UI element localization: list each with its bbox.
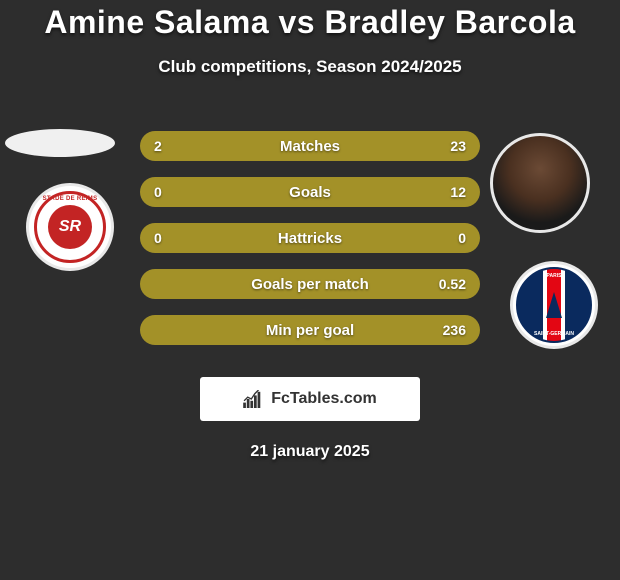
stat-label: Min per goal xyxy=(140,322,480,339)
stat-right-value: 0.52 xyxy=(439,276,466,292)
chart-bars-icon xyxy=(243,390,265,408)
stat-label: Matches xyxy=(140,138,480,155)
stat-label: Hattricks xyxy=(140,230,480,247)
stat-row: 2Matches23 xyxy=(140,131,480,161)
stat-row: 0Goals12 xyxy=(140,177,480,207)
stat-right-value: 0 xyxy=(458,230,466,246)
stat-row: Goals per match0.52 xyxy=(140,269,480,299)
date-label: 21 january 2025 xyxy=(0,443,620,461)
reims-badge-text: STADE DE REIMS xyxy=(43,196,98,202)
stat-right-value: 12 xyxy=(450,184,466,200)
brand-box: FcTables.com xyxy=(200,377,420,421)
left-club-badge: STADE DE REIMS SR xyxy=(26,183,114,271)
stat-row: Min per goal236 xyxy=(140,315,480,345)
stat-bars: 2Matches230Goals120Hattricks0Goals per m… xyxy=(140,131,480,361)
psg-badge-top: PARIS xyxy=(518,273,590,279)
left-player-photo xyxy=(5,129,115,157)
psg-badge-bottom: SAINT-GERMAIN xyxy=(518,331,590,337)
stat-right-value: 236 xyxy=(443,322,466,338)
reims-badge: STADE DE REIMS SR xyxy=(29,186,111,268)
brand-text: FcTables.com xyxy=(271,390,377,408)
right-club-badge: PARIS SAINT-GERMAIN xyxy=(510,261,598,349)
subtitle: Club competitions, Season 2024/2025 xyxy=(0,57,620,77)
page-title: Amine Salama vs Bradley Barcola xyxy=(0,4,620,41)
stat-right-value: 23 xyxy=(450,138,466,154)
reims-badge-initials: SR xyxy=(48,205,92,249)
stat-label: Goals xyxy=(140,184,480,201)
psg-badge: PARIS SAINT-GERMAIN xyxy=(513,264,595,346)
stat-row: 0Hattricks0 xyxy=(140,223,480,253)
comparison-content: STADE DE REIMS SR PARIS SAINT-GERMAIN 2M… xyxy=(0,121,620,361)
comparison-card: Amine Salama vs Bradley Barcola Club com… xyxy=(0,0,620,461)
right-player-photo xyxy=(490,133,590,233)
stat-label: Goals per match xyxy=(140,276,480,293)
